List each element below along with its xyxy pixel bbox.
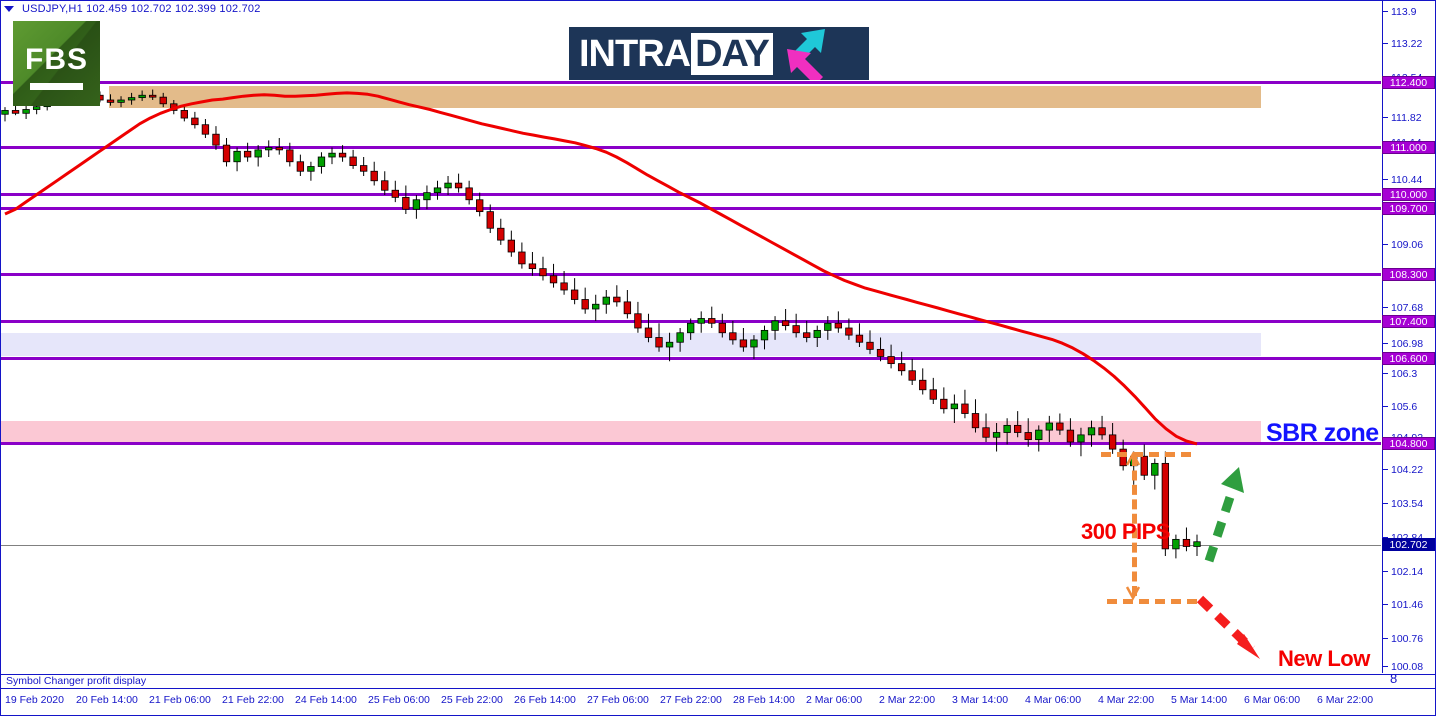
time-tick-label: 4 Mar 06:00 xyxy=(1025,694,1082,706)
measure-vertical-line xyxy=(1132,456,1137,596)
level-line-112400 xyxy=(1,81,1381,84)
price-tick: 113.9 xyxy=(1382,5,1435,18)
sbr-zone xyxy=(1,421,1261,443)
price-tick-label: 100.08 xyxy=(1391,660,1424,673)
level-line-106600 xyxy=(1,357,1381,360)
fbs-logo-underline xyxy=(30,83,83,90)
time-axis[interactable]: 19 Feb 2020 20 Feb 14:00 21 Feb 06:00 21… xyxy=(1,690,1435,715)
annotation-300-pips: 300 PIPS xyxy=(1081,519,1170,544)
level-line-111000 xyxy=(1,146,1381,149)
price-tick-label: 106.3 xyxy=(1391,367,1418,380)
price-tick-label: 106.98 xyxy=(1391,337,1424,350)
symbol-quote-bar[interactable]: USDJPY,H1 102.459 102.702 102.399 102.70… xyxy=(4,2,261,16)
level-line-104800 xyxy=(1,442,1381,445)
level-badge-104800[interactable]: 104.800 xyxy=(1382,437,1435,450)
annotation-new-low: New Low xyxy=(1278,646,1370,671)
price-tick: 113.22 xyxy=(1382,37,1435,50)
measure-bottom-line xyxy=(1107,599,1197,604)
price-tick-label: 101.46 xyxy=(1391,598,1424,611)
level-badge-111000[interactable]: 111.000 xyxy=(1382,141,1435,154)
bullish-arrow-icon xyxy=(1204,467,1244,563)
level-line-107400 xyxy=(1,320,1381,323)
bearish-arrow-icon xyxy=(1196,595,1260,659)
price-tick-label: 113.9 xyxy=(1391,5,1417,18)
status-bar-text: Symbol Changer profit display xyxy=(6,675,147,687)
price-tick-label: 103.54 xyxy=(1391,497,1424,510)
price-tick-label: 109.06 xyxy=(1391,238,1424,251)
price-tick-label: 100.76 xyxy=(1391,632,1424,645)
level-badge-108300[interactable]: 108.300 xyxy=(1382,268,1435,281)
time-tick-label: 25 Feb 22:00 xyxy=(441,694,503,706)
price-tick: 110.44 xyxy=(1382,173,1435,186)
level-badge-106600[interactable]: 106.600 xyxy=(1382,352,1435,365)
price-axis[interactable]: 113.9 113.22 112.54 112.400 111.82 111.1… xyxy=(1382,1,1435,673)
price-tick: 102.14 xyxy=(1382,565,1435,578)
price-tick: 111.82 xyxy=(1382,111,1435,124)
supply-zone xyxy=(109,86,1261,108)
price-tick-label: 110.44 xyxy=(1391,173,1423,186)
symbol-quote-text: USDJPY,H1 102.459 102.702 102.399 102.70… xyxy=(22,3,261,15)
price-tick-label: 107.68 xyxy=(1391,301,1424,314)
intraday-logo-part1: INTRA xyxy=(579,32,691,75)
measure-top-line xyxy=(1101,452,1191,457)
price-tick: 101.46 xyxy=(1382,598,1435,611)
demand-zone xyxy=(1,333,1261,356)
price-tick: 109.06 xyxy=(1382,238,1435,251)
chevron-down-icon[interactable] xyxy=(4,6,14,12)
time-tick-label: 3 Mar 14:00 xyxy=(952,694,1009,706)
time-tick-label: 21 Feb 06:00 xyxy=(149,694,211,706)
price-tick: 106.3 xyxy=(1382,367,1435,380)
time-tick-label: 24 Feb 14:00 xyxy=(295,694,357,706)
level-badge-109700[interactable]: 109.700 xyxy=(1382,202,1435,215)
time-tick-label: 28 Feb 14:00 xyxy=(733,694,795,706)
chart-canvas[interactable]: SBR zone 300 PIPS New Low FBS INTRA DAY xyxy=(1,1,1381,673)
time-tick-label: 26 Feb 14:00 xyxy=(514,694,576,706)
status-bar xyxy=(1,674,1435,689)
price-tick-label: 105.6 xyxy=(1391,400,1418,413)
time-tick-label: 6 Mar 22:00 xyxy=(1317,694,1374,706)
price-tick: 107.68 xyxy=(1382,301,1435,314)
time-tick-label: 2 Mar 06:00 xyxy=(806,694,863,706)
time-tick-label: 4 Mar 22:00 xyxy=(1098,694,1155,706)
time-tick-label: 27 Feb 06:00 xyxy=(587,694,649,706)
time-tick-label: 5 Mar 14:00 xyxy=(1171,694,1228,706)
price-tick-label: 111.82 xyxy=(1391,111,1422,124)
time-tick-label: 27 Feb 22:00 xyxy=(660,694,722,706)
intraday-logo-part2: DAY xyxy=(691,32,773,75)
price-tick: 104.22 xyxy=(1382,463,1435,476)
current-price-badge[interactable]: 102.702 xyxy=(1382,538,1435,551)
price-tick-label: 104.22 xyxy=(1391,463,1424,476)
intraday-logo: INTRA DAY xyxy=(569,27,869,85)
time-tick-label: 6 Mar 06:00 xyxy=(1244,694,1301,706)
price-tick-label: 102.14 xyxy=(1391,565,1424,578)
time-tick-label: 21 Feb 22:00 xyxy=(222,694,284,706)
level-badge-107400[interactable]: 107.400 xyxy=(1382,315,1435,328)
scale-toggle-icon[interactable]: 8 xyxy=(1390,671,1398,686)
fbs-logo-label: FBS xyxy=(25,43,88,76)
level-badge-110000[interactable]: 110.000 xyxy=(1382,188,1435,201)
price-tick: 100.76 xyxy=(1382,632,1435,645)
price-tick: 100.08 xyxy=(1382,660,1435,673)
annotation-sbr-zone: SBR zone xyxy=(1266,419,1379,447)
time-tick-label: 20 Feb 14:00 xyxy=(76,694,138,706)
time-tick-label: 19 Feb 2020 xyxy=(5,694,64,706)
level-badge-112400[interactable]: 112.400 xyxy=(1382,76,1435,89)
price-tick: 105.6 xyxy=(1382,400,1435,413)
price-tick: 103.54 xyxy=(1382,497,1435,510)
current-price-line xyxy=(1,545,1381,546)
time-tick-label: 2 Mar 22:00 xyxy=(879,694,936,706)
fbs-logo: FBS xyxy=(13,21,100,106)
level-line-110000 xyxy=(1,193,1381,196)
level-line-108300 xyxy=(1,273,1381,276)
price-tick: 106.98 xyxy=(1382,337,1435,350)
intraday-arrows-icon xyxy=(777,27,835,85)
price-tick-label: 113.22 xyxy=(1391,37,1423,50)
time-tick-label: 25 Feb 06:00 xyxy=(368,694,430,706)
level-line-109700 xyxy=(1,207,1381,210)
